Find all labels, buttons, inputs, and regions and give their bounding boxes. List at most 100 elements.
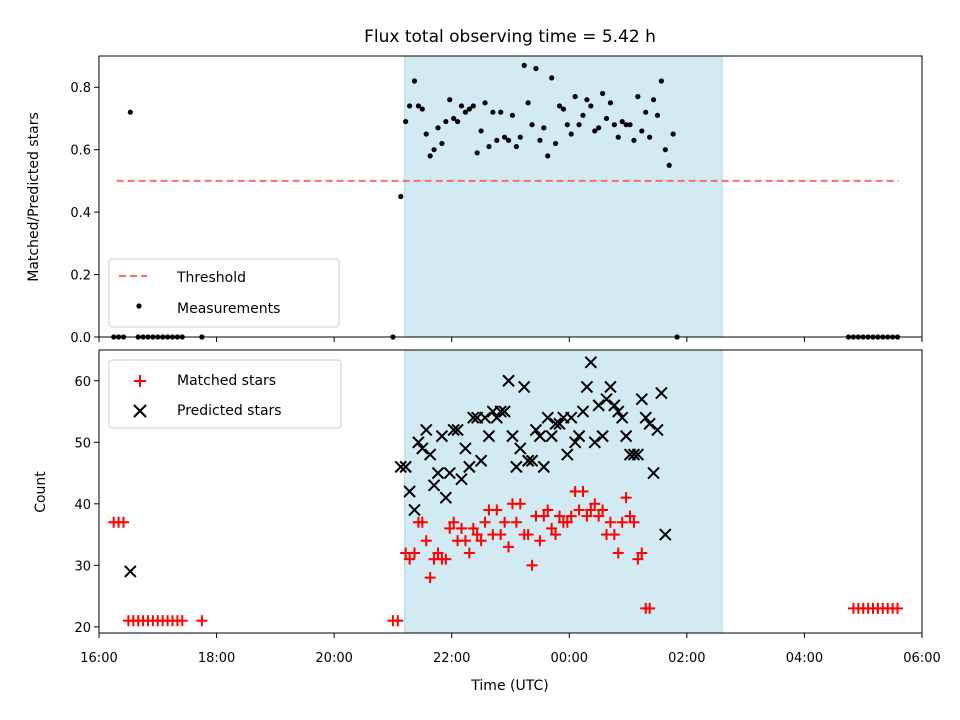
predicted-star-point — [533, 429, 547, 443]
measurement-point — [513, 143, 519, 150]
predicted-star-point — [478, 411, 492, 424]
top-axes-frame — [98, 55, 923, 338]
predicted-star-point — [498, 405, 511, 418]
predicted-star-point — [494, 405, 507, 418]
measurement-point — [443, 118, 449, 125]
matched-star-point — [471, 529, 483, 541]
y-tick-label: 0.6 — [70, 144, 91, 159]
predicted-star-point — [482, 429, 496, 443]
predicted-star-point — [443, 466, 456, 480]
matched-star-point — [561, 516, 573, 528]
bottom-panel: 20 30 40 50 60 16:00 18:00 20:00 22:00 00:00 02:0… — [33, 349, 941, 694]
matched-star-point — [636, 547, 648, 559]
measurement-point — [666, 162, 672, 168]
matched-star-point — [117, 516, 129, 528]
matched-star-point — [522, 529, 534, 541]
predicted-star-point — [490, 411, 503, 424]
predicted-star-point — [604, 380, 617, 394]
y-tick-label: 0.2 — [70, 269, 91, 284]
measurement-point — [451, 115, 457, 122]
measurement-point — [435, 125, 441, 131]
predicted-star-point — [612, 405, 625, 418]
matched-star-point — [608, 529, 620, 541]
top-legend-box — [108, 258, 340, 328]
matched-star-point — [459, 535, 471, 547]
matched-star-point — [475, 535, 487, 547]
predicted-star-point — [423, 448, 437, 461]
predicted-star-point — [439, 491, 453, 504]
predicted-star-point — [572, 429, 586, 443]
y-tick-label: 50 — [74, 436, 91, 451]
matched-star-point — [546, 522, 558, 534]
measurement-point — [619, 118, 625, 125]
measurement-point — [494, 137, 500, 143]
predicted-star-point — [427, 479, 441, 492]
measurement-point — [462, 109, 469, 115]
measurement-point — [498, 109, 504, 115]
matched-star-point — [456, 522, 468, 534]
matched-star-point — [632, 553, 644, 565]
measurement-point — [650, 97, 657, 103]
matched-star-point — [444, 522, 456, 534]
top-panel: Flux total observing time = 5.42 h 0.00.… — [26, 27, 923, 346]
measurement-point — [596, 125, 602, 131]
top-legend: Threshold Measurements — [108, 258, 340, 328]
matched-star-point — [404, 553, 416, 565]
measurement-point — [611, 122, 617, 128]
matched-star-point — [448, 516, 460, 528]
matched-star-point — [628, 516, 640, 528]
bottom-axes-frame — [98, 349, 923, 634]
predicted-star-point — [584, 356, 598, 369]
measurement-point — [560, 106, 567, 112]
predicted-star-point — [631, 448, 645, 461]
matched-star-point — [491, 504, 503, 516]
measurement-point — [502, 134, 508, 140]
predicted-star-point — [659, 528, 672, 541]
matched-star-point — [553, 510, 565, 522]
measurement-point — [607, 100, 614, 106]
matched-star-point — [565, 510, 577, 522]
x-tick-label: 18:00 — [198, 651, 235, 666]
predicted-star-point — [459, 442, 472, 455]
matched-star-point — [892, 602, 904, 614]
predicted-star-point — [615, 411, 629, 424]
measurement-point — [647, 134, 653, 140]
predicted-star-point — [608, 399, 621, 412]
measurement-point — [486, 143, 492, 150]
matched-star-point — [593, 510, 605, 522]
matched-star-point — [589, 498, 601, 510]
predicted-star-point — [514, 442, 527, 455]
observing-window-shade-top — [404, 55, 723, 338]
observing-window-shade-bottom — [404, 349, 723, 634]
measurement-point — [580, 112, 586, 118]
matched-star-point — [499, 516, 511, 528]
matched-star-point — [424, 572, 436, 584]
legend-measurements-marker — [136, 303, 142, 309]
measurement-point — [631, 137, 637, 143]
x-tick-label: 04:00 — [786, 651, 823, 666]
predicted-star-point — [518, 380, 531, 394]
measurement-point — [599, 90, 606, 97]
measurement-point — [584, 97, 590, 103]
x-tick-label: 00:00 — [551, 651, 588, 666]
matched-star-point — [581, 510, 593, 522]
predicted-star-point — [576, 405, 590, 418]
matched-star-point — [616, 516, 628, 528]
x-tick-label: 22:00 — [433, 651, 470, 666]
measurement-point — [466, 106, 472, 112]
predicted-star-point — [565, 411, 578, 424]
matched-star-point — [604, 516, 616, 528]
predicted-star-point — [412, 436, 425, 449]
measurement-point — [474, 150, 480, 156]
matched-star-point — [408, 547, 420, 559]
measurement-point — [658, 78, 664, 84]
predicted-star-point — [588, 436, 601, 449]
matched-star-point — [550, 529, 562, 541]
matched-star-point — [479, 516, 491, 528]
matched-star-point — [416, 516, 428, 528]
matched-star-point — [176, 615, 188, 627]
measurement-point — [623, 122, 629, 128]
predicted-star-point — [394, 460, 407, 474]
measurement-point — [423, 131, 429, 137]
